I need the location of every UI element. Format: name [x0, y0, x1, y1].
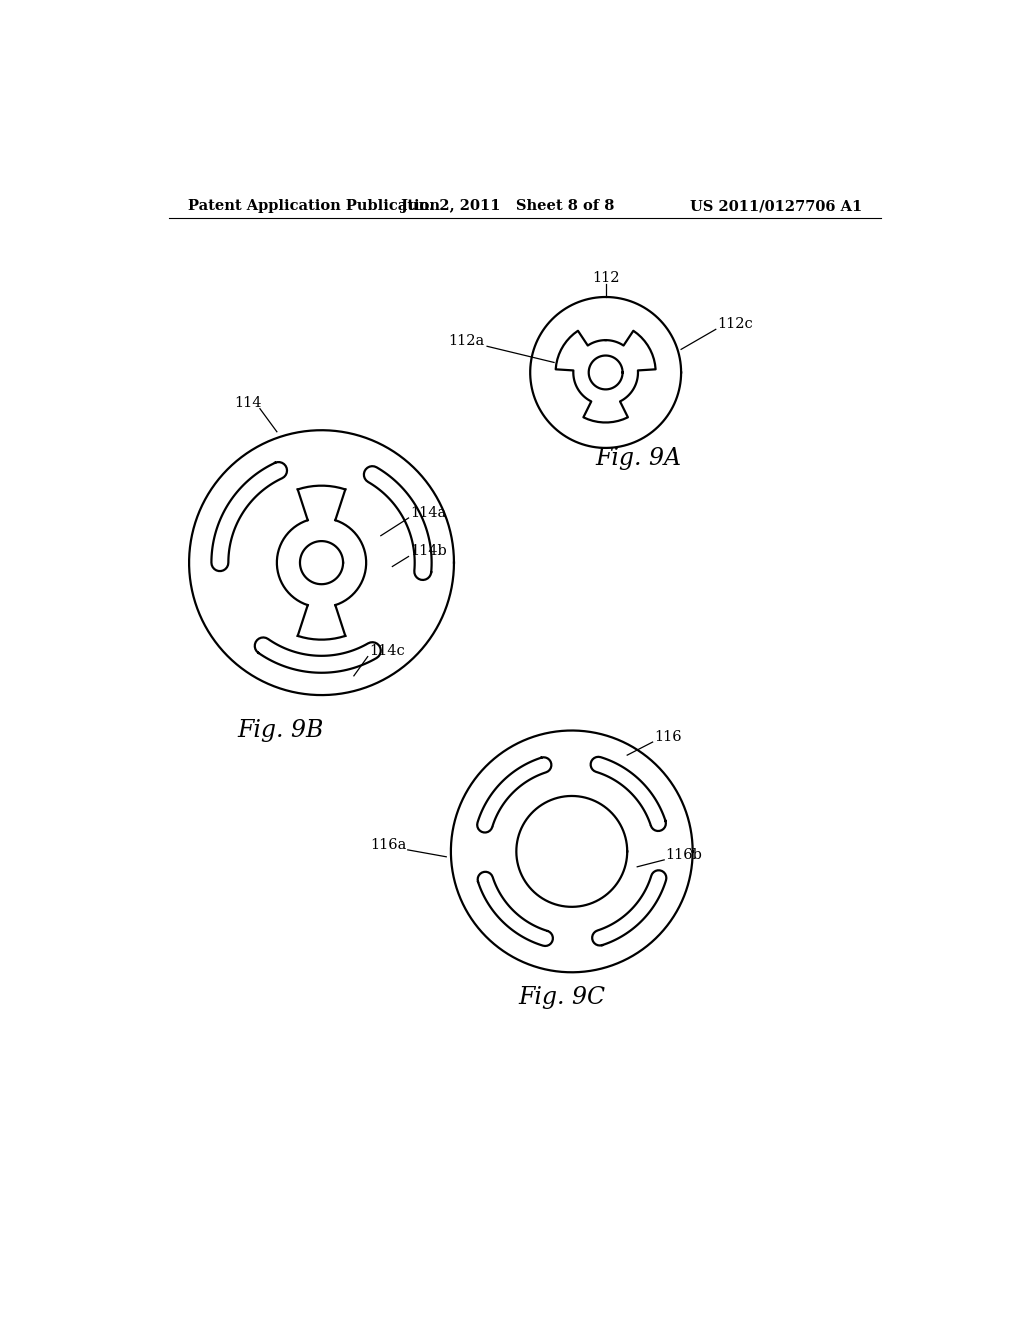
Text: Fig. 9A: Fig. 9A — [596, 447, 682, 470]
Text: 114c: 114c — [370, 644, 406, 659]
Text: 112a: 112a — [449, 334, 484, 348]
Text: Patent Application Publication: Patent Application Publication — [188, 199, 440, 213]
Text: Fig. 9C: Fig. 9C — [518, 986, 605, 1010]
Text: 116: 116 — [654, 730, 682, 744]
Text: 114a: 114a — [410, 506, 446, 520]
Text: 116b: 116b — [666, 849, 702, 862]
Text: 114: 114 — [233, 396, 261, 411]
Text: 114b: 114b — [410, 544, 446, 558]
Text: US 2011/0127706 A1: US 2011/0127706 A1 — [690, 199, 862, 213]
Text: Jun. 2, 2011   Sheet 8 of 8: Jun. 2, 2011 Sheet 8 of 8 — [401, 199, 614, 213]
Text: Fig. 9B: Fig. 9B — [238, 719, 324, 742]
Text: 116a: 116a — [370, 838, 407, 853]
Text: 112c: 112c — [717, 317, 753, 331]
Text: 112: 112 — [592, 271, 620, 285]
